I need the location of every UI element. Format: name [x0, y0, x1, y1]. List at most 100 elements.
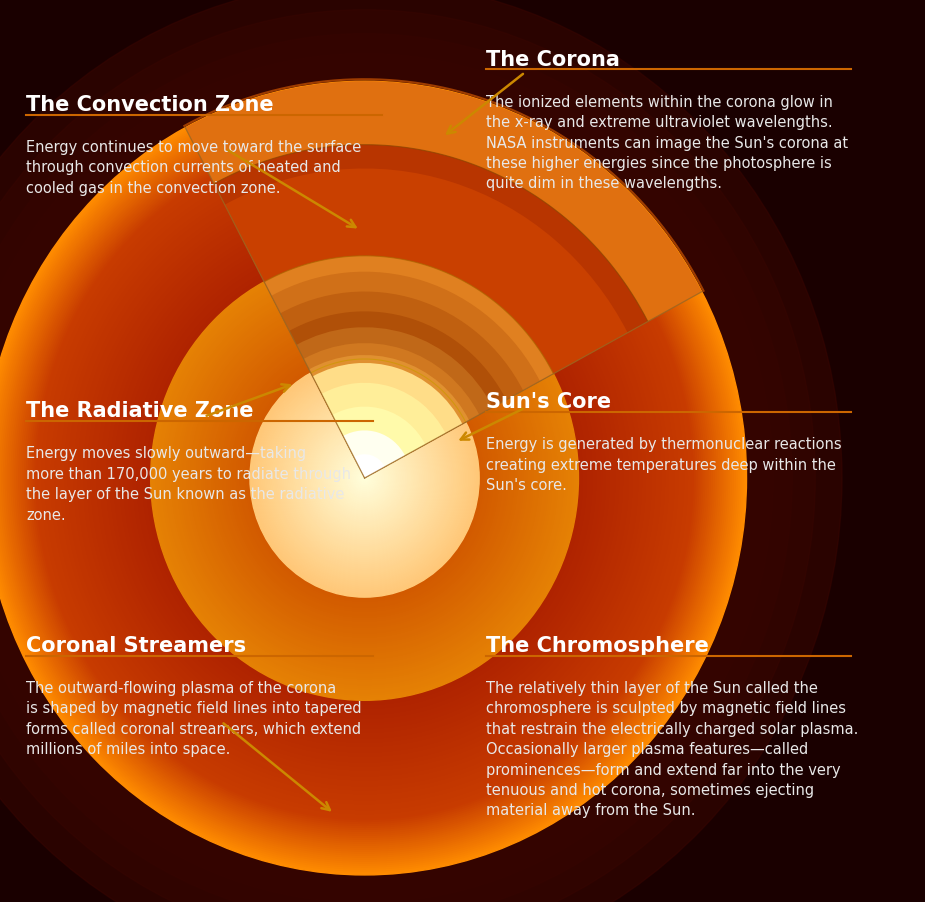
Circle shape: [0, 93, 735, 863]
Circle shape: [6, 105, 723, 851]
Circle shape: [167, 273, 561, 683]
Circle shape: [76, 179, 653, 778]
Circle shape: [212, 319, 517, 637]
Circle shape: [221, 329, 508, 627]
Circle shape: [237, 345, 492, 611]
Circle shape: [0, 95, 734, 861]
Circle shape: [294, 405, 436, 551]
Wedge shape: [185, 81, 702, 478]
Circle shape: [4, 103, 725, 853]
Circle shape: [80, 182, 649, 774]
Circle shape: [126, 230, 603, 726]
Circle shape: [174, 280, 556, 676]
Circle shape: [313, 425, 416, 531]
Circle shape: [0, 91, 737, 865]
Circle shape: [289, 399, 441, 557]
Circle shape: [56, 157, 674, 799]
Circle shape: [355, 468, 374, 488]
Circle shape: [105, 208, 624, 748]
Circle shape: [353, 466, 376, 490]
Circle shape: [255, 365, 474, 591]
Circle shape: [25, 124, 705, 832]
Circle shape: [122, 226, 607, 730]
Circle shape: [151, 256, 578, 700]
Circle shape: [57, 159, 672, 797]
Circle shape: [172, 278, 558, 678]
Circle shape: [13, 113, 716, 843]
Text: The ionized elements within the corona glow in
the x-ray and extreme ultraviolet: The ionized elements within the corona g…: [487, 95, 848, 191]
Circle shape: [32, 133, 697, 824]
Circle shape: [216, 323, 513, 633]
Circle shape: [42, 143, 687, 814]
Circle shape: [0, 89, 739, 867]
Circle shape: [82, 184, 648, 772]
Circle shape: [63, 164, 666, 792]
Circle shape: [334, 446, 395, 510]
Circle shape: [78, 180, 651, 776]
Circle shape: [101, 204, 628, 752]
Circle shape: [223, 331, 506, 625]
Circle shape: [67, 169, 662, 787]
Circle shape: [282, 392, 447, 564]
Circle shape: [350, 462, 380, 494]
Circle shape: [185, 291, 544, 665]
Circle shape: [170, 276, 560, 680]
Circle shape: [88, 190, 642, 766]
Circle shape: [143, 248, 586, 708]
Circle shape: [118, 222, 610, 734]
Circle shape: [338, 450, 391, 506]
Circle shape: [149, 253, 580, 703]
Circle shape: [307, 419, 422, 538]
Circle shape: [348, 460, 382, 496]
Circle shape: [176, 281, 554, 675]
Circle shape: [352, 465, 378, 492]
Circle shape: [7, 107, 722, 849]
Circle shape: [70, 172, 659, 784]
Wedge shape: [271, 272, 540, 478]
Circle shape: [194, 301, 535, 655]
Circle shape: [103, 207, 626, 750]
Circle shape: [199, 306, 531, 650]
Circle shape: [2, 101, 727, 855]
Circle shape: [21, 121, 709, 835]
Circle shape: [154, 260, 574, 696]
Circle shape: [52, 152, 678, 804]
Circle shape: [250, 359, 479, 597]
Circle shape: [130, 234, 599, 723]
Circle shape: [0, 10, 815, 902]
Circle shape: [258, 367, 472, 589]
Circle shape: [0, 99, 729, 857]
Circle shape: [90, 192, 639, 764]
Circle shape: [309, 420, 420, 536]
Circle shape: [49, 151, 680, 805]
Circle shape: [284, 395, 445, 561]
Circle shape: [29, 129, 701, 827]
Circle shape: [61, 162, 668, 794]
Circle shape: [280, 391, 449, 566]
Circle shape: [227, 336, 502, 621]
Wedge shape: [296, 327, 493, 478]
Circle shape: [277, 387, 452, 569]
Circle shape: [131, 236, 598, 720]
Wedge shape: [265, 256, 553, 478]
Circle shape: [95, 198, 634, 758]
Text: The relatively thin layer of the Sun called the
chromosphere is sculpted by magn: The relatively thin layer of the Sun cal…: [487, 681, 858, 818]
Circle shape: [120, 224, 609, 732]
Circle shape: [191, 298, 538, 658]
Circle shape: [156, 262, 573, 695]
Circle shape: [203, 309, 527, 647]
Circle shape: [206, 313, 523, 643]
Text: The Corona: The Corona: [487, 50, 620, 69]
Circle shape: [341, 455, 388, 502]
Circle shape: [0, 53, 773, 902]
Circle shape: [357, 470, 372, 486]
Circle shape: [302, 412, 427, 544]
Circle shape: [208, 316, 521, 640]
Circle shape: [286, 397, 443, 559]
Circle shape: [359, 472, 370, 484]
Circle shape: [269, 379, 460, 577]
Circle shape: [128, 232, 601, 724]
Circle shape: [317, 428, 413, 528]
Wedge shape: [343, 430, 405, 478]
Circle shape: [124, 228, 605, 728]
